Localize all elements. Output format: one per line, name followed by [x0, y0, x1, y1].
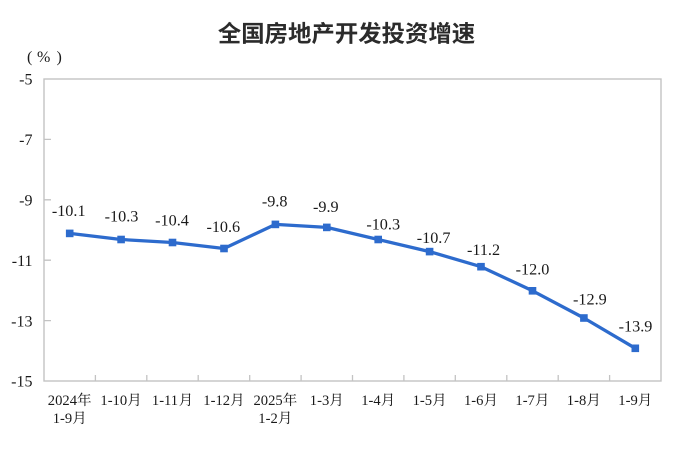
svg-text:-12.9: -12.9	[573, 291, 607, 309]
svg-text:1-8: 1-8	[567, 393, 586, 409]
svg-text:-10.3: -10.3	[366, 216, 400, 234]
svg-text:%: %	[37, 49, 50, 66]
svg-text:-10.4: -10.4	[155, 212, 189, 230]
svg-text:1-6: 1-6	[464, 393, 483, 409]
svg-text:-9.8: -9.8	[262, 193, 288, 211]
svg-text:1-7: 1-7	[515, 393, 534, 409]
svg-text:1-9: 1-9	[53, 411, 72, 427]
svg-text:): )	[57, 49, 62, 66]
svg-text:2024: 2024	[48, 393, 78, 409]
svg-text:-10.3: -10.3	[105, 208, 139, 226]
svg-text:1-9: 1-9	[618, 393, 637, 409]
svg-text:-10.6: -10.6	[206, 218, 240, 236]
svg-text:1-12: 1-12	[203, 393, 230, 409]
svg-text:-7: -7	[19, 132, 32, 149]
svg-text:-11.2: -11.2	[467, 241, 500, 259]
svg-text:1-2: 1-2	[258, 411, 277, 427]
svg-text:-15: -15	[11, 374, 32, 391]
svg-text:1-10: 1-10	[100, 393, 127, 409]
svg-text:-13: -13	[11, 313, 32, 330]
svg-text:1-3: 1-3	[310, 393, 329, 409]
svg-text:(: (	[27, 49, 32, 66]
svg-text:-5: -5	[19, 72, 32, 89]
svg-text:-9.9: -9.9	[313, 198, 339, 216]
svg-text:1-11: 1-11	[152, 393, 178, 409]
svg-text:2025: 2025	[254, 393, 283, 409]
svg-text:-12.0: -12.0	[516, 260, 550, 278]
svg-text:1-4: 1-4	[361, 393, 381, 409]
svg-text:-13.9: -13.9	[619, 318, 653, 336]
svg-text:-9: -9	[19, 193, 32, 210]
svg-text:-10.1: -10.1	[52, 202, 86, 220]
svg-text:1-5: 1-5	[413, 393, 432, 409]
svg-text:-11: -11	[12, 253, 33, 270]
svg-text:-10.7: -10.7	[417, 229, 451, 247]
